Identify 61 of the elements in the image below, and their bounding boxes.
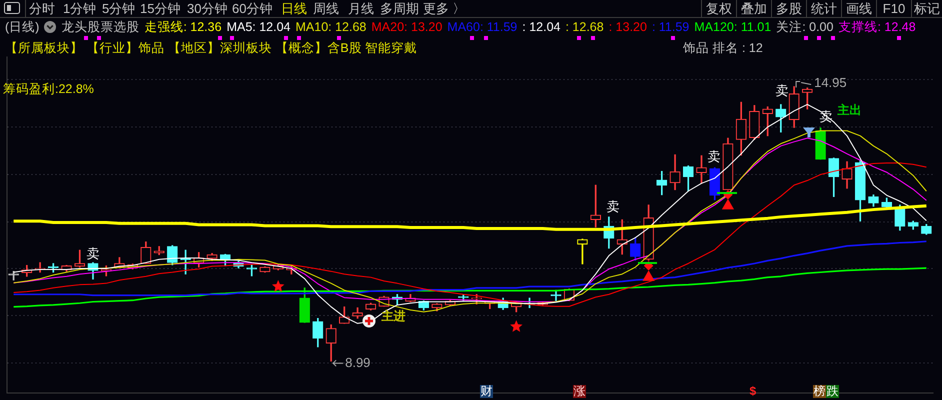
text: 标记 (911, 0, 942, 17)
annotation: 卖 (707, 149, 721, 164)
text: F10 (876, 0, 911, 17)
annotation: 14.95 (814, 75, 847, 90)
text: 月线 (348, 0, 374, 17)
text: : 12.04 (252, 20, 290, 34)
text: : 13.20 (404, 20, 442, 34)
text: 统计 (806, 0, 841, 17)
candlestick (696, 155, 707, 184)
text: 多周期 (380, 0, 419, 17)
text: 1分钟 (63, 0, 96, 17)
annotation: 筹码盈利:22.8% (3, 82, 94, 96)
point (642, 270, 654, 281)
text: 关注: 0.00 (776, 20, 834, 34)
text: 更多 〉 (423, 0, 466, 17)
text: 支撑线 (838, 20, 878, 34)
text: 15分钟 (140, 0, 180, 17)
annotation: 卖 (606, 199, 620, 214)
text: : 12.36 (183, 20, 222, 34)
text: : 12.68 (328, 20, 366, 34)
text: : 11.59 (480, 20, 518, 34)
text: 30分钟 (187, 0, 228, 17)
text: 【所属板块】 【行业】饰品 【地区】深圳板块 【概念】含B股 智能穿戴 (5, 41, 418, 55)
point (722, 199, 734, 210)
text: 60分钟 (232, 0, 272, 17)
text: 叠加 (736, 0, 771, 17)
annotation: 8.99 (345, 354, 370, 370)
text: 画线 (841, 0, 876, 17)
text: 多股 (771, 0, 806, 17)
text: MA120 (694, 20, 734, 34)
annotation: 跌 (826, 384, 839, 398)
text: 周线 (313, 0, 339, 17)
text: MA60 (447, 20, 480, 34)
text: 分时 (29, 0, 55, 17)
annotation: $ (749, 384, 757, 398)
annotation: 卖 (86, 246, 100, 261)
text: MA5 (226, 20, 252, 34)
annotation: 卖 (775, 83, 789, 98)
text: : 11.01 (734, 20, 772, 34)
text: MA20 (371, 20, 404, 34)
annotation: 主出 (837, 103, 862, 117)
text: 饰品 排名 : 12 (683, 41, 763, 55)
text: 5分钟 (102, 0, 136, 17)
annotation: 涨 (573, 384, 586, 398)
point (272, 280, 284, 292)
text: : 12.68 (565, 20, 604, 34)
text: 日线 (281, 0, 307, 17)
text: 龙头股票选股 (61, 19, 140, 35)
annotation: 主进 (381, 309, 406, 323)
text: : 13.20 (608, 20, 647, 34)
point (510, 320, 522, 332)
annotation: 财 (480, 384, 493, 398)
text: 走强线 (144, 20, 184, 34)
annotation: 榜 (813, 384, 826, 398)
candlestick (577, 238, 588, 264)
text: : 12.04 (522, 20, 560, 34)
text: (日线) (5, 19, 40, 35)
text: 复权 (701, 0, 736, 17)
text: : 11.59 (652, 20, 690, 34)
text: : 12.48 (877, 20, 916, 34)
text: MA10 (296, 20, 328, 34)
